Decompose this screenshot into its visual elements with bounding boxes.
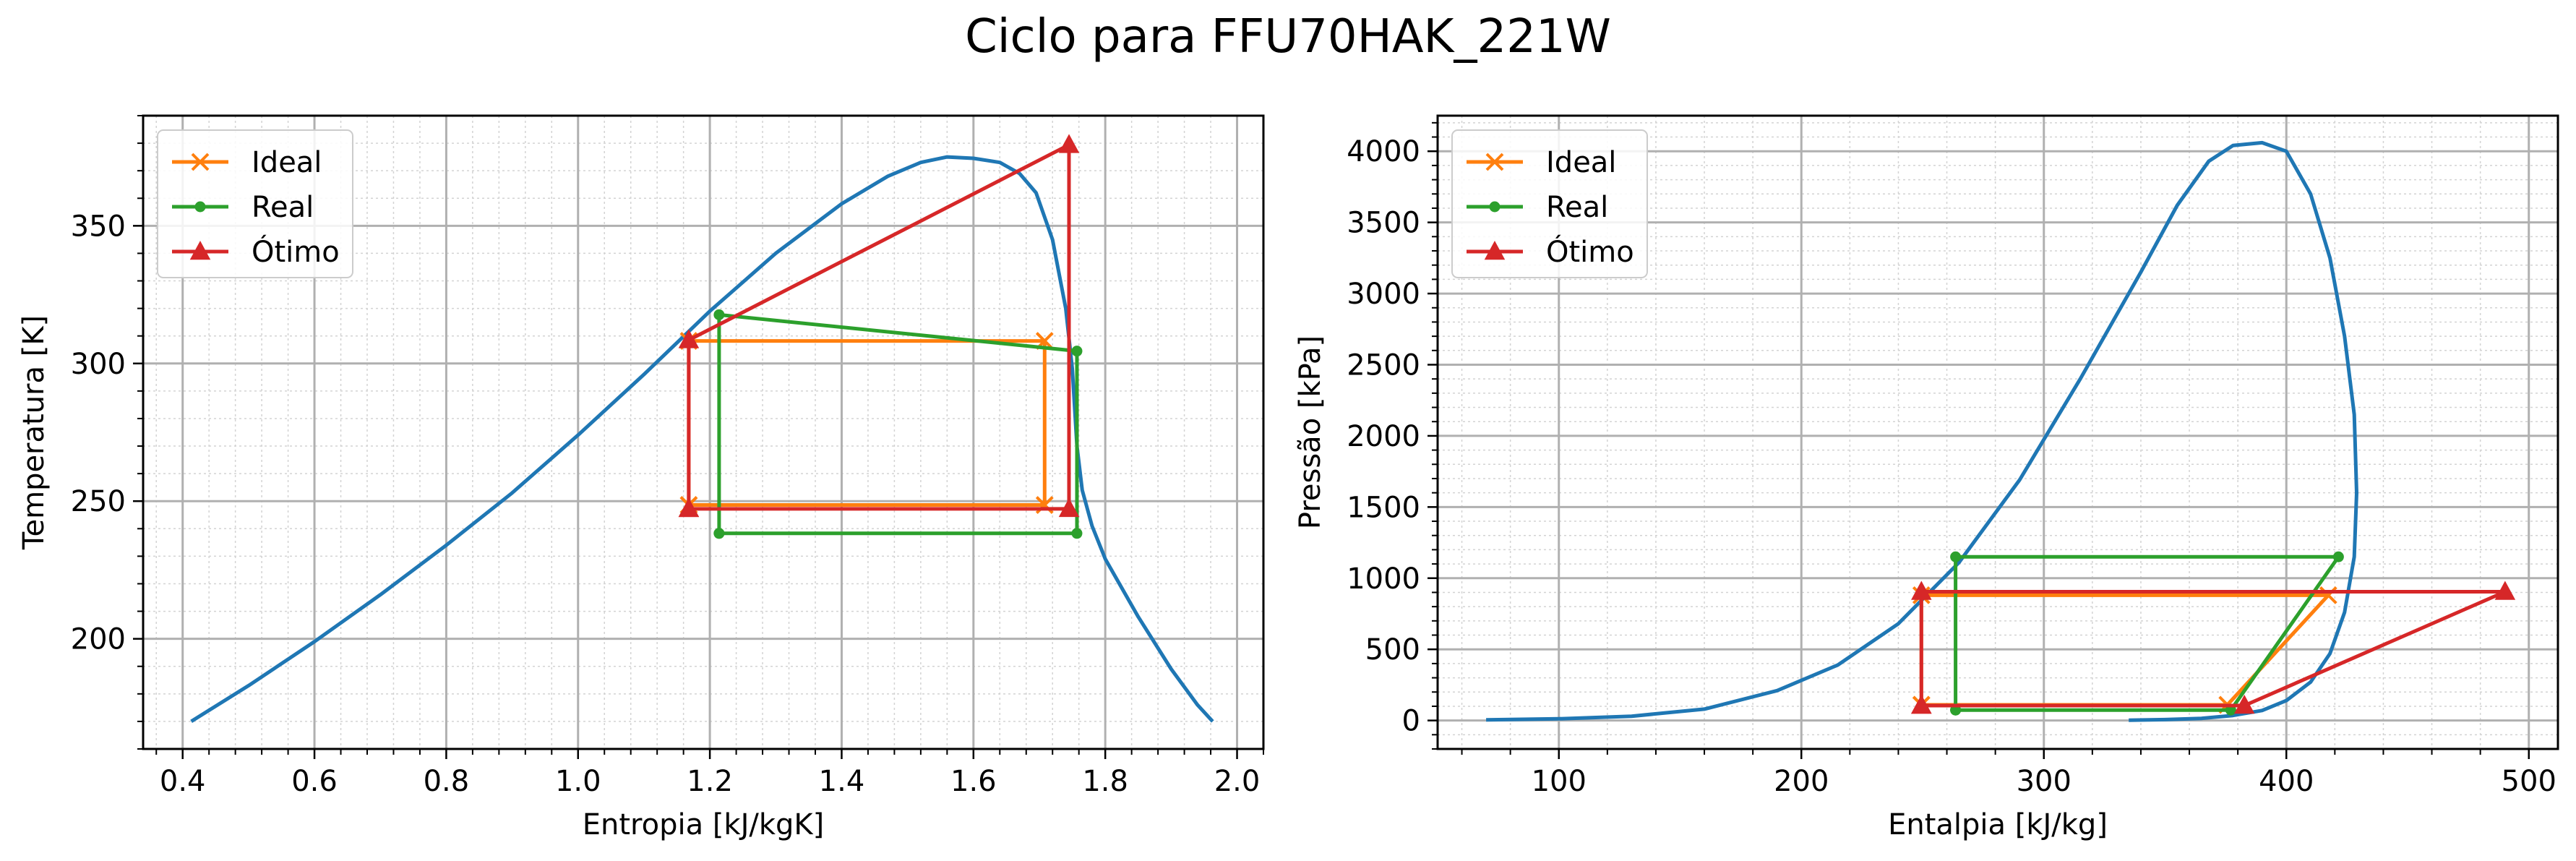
legend: Ideal Real Ótimo bbox=[1451, 129, 1648, 278]
legend-label-real: Real bbox=[252, 191, 314, 224]
y-tick-label: 2000 bbox=[1347, 420, 1420, 453]
legend-marker-otimo bbox=[1484, 241, 1506, 260]
y-tick-label: 1500 bbox=[1347, 491, 1420, 524]
point-otimo bbox=[2494, 581, 2516, 600]
y-tick-label: 250 bbox=[71, 485, 126, 518]
x-tick-label: 0.6 bbox=[291, 765, 338, 798]
x-axis-label: Entropia [kJ/kgK] bbox=[583, 808, 825, 841]
y-axis-label: Temperatura [K] bbox=[17, 315, 51, 550]
y-tick-label: 0 bbox=[1402, 705, 1420, 738]
x-tick-label: 0.4 bbox=[160, 765, 206, 798]
point-otimo bbox=[1911, 694, 1932, 714]
point-real bbox=[2332, 551, 2344, 562]
y-tick-label: 4000 bbox=[1347, 135, 1420, 168]
legend-marker-real bbox=[1489, 201, 1500, 213]
legend-label-ideal: Ideal bbox=[1546, 146, 1616, 179]
point-real bbox=[1071, 346, 1083, 357]
point-otimo bbox=[678, 497, 700, 518]
y-tick-label: 3500 bbox=[1347, 207, 1420, 240]
x-tick-label: 500 bbox=[2502, 765, 2556, 798]
point-real bbox=[1950, 704, 1962, 716]
point-otimo bbox=[678, 329, 700, 348]
legend-label-otimo: Ótimo bbox=[1546, 234, 1634, 269]
figure-title: Ciclo para FFU70HAK_221W bbox=[965, 10, 1611, 64]
series-line-ideal bbox=[687, 339, 1047, 507]
point-real bbox=[713, 528, 725, 539]
legend-label-real: Real bbox=[1546, 191, 1608, 224]
series-line-real bbox=[1954, 554, 2340, 712]
point-real bbox=[1950, 551, 1962, 562]
x-tick-label: 100 bbox=[1532, 765, 1587, 798]
point-otimo bbox=[1911, 581, 1932, 600]
point-real bbox=[1071, 528, 1083, 539]
x-tick-label: 1.6 bbox=[950, 765, 997, 798]
x-tick-label: 200 bbox=[1774, 765, 1829, 798]
x-tick-label: 1.2 bbox=[687, 765, 733, 798]
plot-data bbox=[190, 134, 1214, 724]
x-axis-label: Entalpia [kJ/kg] bbox=[1888, 808, 2108, 841]
point-otimo bbox=[2233, 694, 2255, 714]
x-tick-label: 2.0 bbox=[1214, 765, 1261, 798]
y-tick-label: 1000 bbox=[1347, 562, 1420, 596]
y-tick-label: 350 bbox=[71, 210, 126, 243]
legend-marker-ideal bbox=[191, 153, 210, 171]
chart-panel-1: 0.4 0.6 0.8 1.0 1.2 1.4 1.6 1.8 2.0 200 250 300 350 E… bbox=[17, 114, 1265, 841]
point-real bbox=[2225, 704, 2236, 716]
plot-data bbox=[1486, 140, 2516, 722]
y-tick-label: 300 bbox=[71, 348, 126, 381]
point-otimo bbox=[1058, 134, 1080, 153]
x-tick-label: 400 bbox=[2259, 765, 2314, 798]
y-tick-label: 3000 bbox=[1347, 278, 1420, 311]
x-tick-label: 0.8 bbox=[424, 765, 470, 798]
legend-marker-otimo bbox=[189, 241, 211, 260]
point-real bbox=[713, 309, 725, 320]
saturation-dome-line bbox=[1486, 140, 2358, 722]
chart-panel-2: 100 200 300 400 500 0 500 1000 1500 2000 2500 3000 3… bbox=[1294, 114, 2559, 841]
series-line-otimo bbox=[687, 142, 1071, 511]
y-tick-label: 500 bbox=[1365, 633, 1420, 667]
x-tick-label: 300 bbox=[2017, 765, 2071, 798]
legend-marker-ideal bbox=[1485, 153, 1504, 171]
y-tick-label: 2500 bbox=[1347, 348, 1420, 382]
legend: Ideal Real Ótimo bbox=[157, 129, 353, 278]
legend-label-otimo: Ótimo bbox=[252, 234, 340, 269]
saturation-dome-line bbox=[190, 155, 1214, 724]
x-tick-label: 1.8 bbox=[1082, 765, 1128, 798]
legend-label-ideal: Ideal bbox=[252, 146, 322, 179]
point-otimo bbox=[1058, 497, 1080, 518]
x-tick-label: 1.4 bbox=[819, 765, 865, 798]
y-tick-label: 200 bbox=[71, 623, 126, 656]
axes-frame bbox=[142, 114, 1265, 750]
axes-frame bbox=[1436, 114, 2559, 750]
legend-marker-real bbox=[194, 201, 206, 213]
x-tick-label: 1.0 bbox=[555, 765, 601, 798]
y-axis-label: Pressão [kPa] bbox=[1294, 335, 1327, 529]
